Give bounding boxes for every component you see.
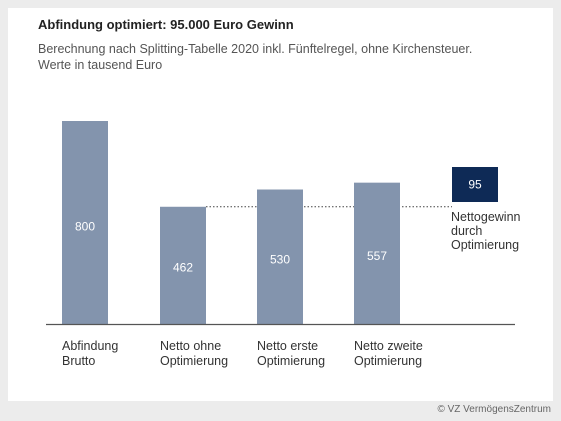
category-label-1-line-2: Brutto [62,354,95,368]
gain-annotation-line-2: durch [451,224,482,238]
bar-4 [354,182,400,324]
chart-subtitle: Berechnung nach Splitting-Tabelle 2020 i… [38,41,508,73]
copyright-credit: © VZ VermögensZentrum [437,404,551,415]
category-label-3-line-1: Netto erste [257,339,318,353]
bar-1 [62,121,108,324]
gain-box [452,167,498,202]
bar-3 [257,189,303,324]
gain-value-label: 95 [468,178,482,192]
category-label-4-line-2: Optimierung [354,354,422,368]
bar-2 [160,206,206,324]
chart-title: Abfindung optimiert: 95.000 Euro Gewinn [38,17,294,32]
category-label-1-line-1: Abfindung [62,339,118,353]
gain-annotation-line-3: Optimierung [451,238,519,252]
category-label-2-line-2: Optimierung [160,354,228,368]
gain-annotation-line-1: Nettogewinn [451,210,521,224]
category-label-3-line-2: Optimierung [257,354,325,368]
bar-value-label-1: 800 [75,220,95,234]
bar-value-label-3: 530 [270,252,290,266]
category-label-2-line-1: Netto ohne [160,339,221,353]
category-label-4-line-1: Netto zweite [354,339,423,353]
chart-subtitle-line-1: Berechnung nach Splitting-Tabelle 2020 i… [38,42,473,56]
bar-value-label-4: 557 [367,249,387,263]
bar-value-label-2: 462 [173,261,193,275]
chart-subtitle-line-2: Werte in tausend Euro [38,58,163,72]
